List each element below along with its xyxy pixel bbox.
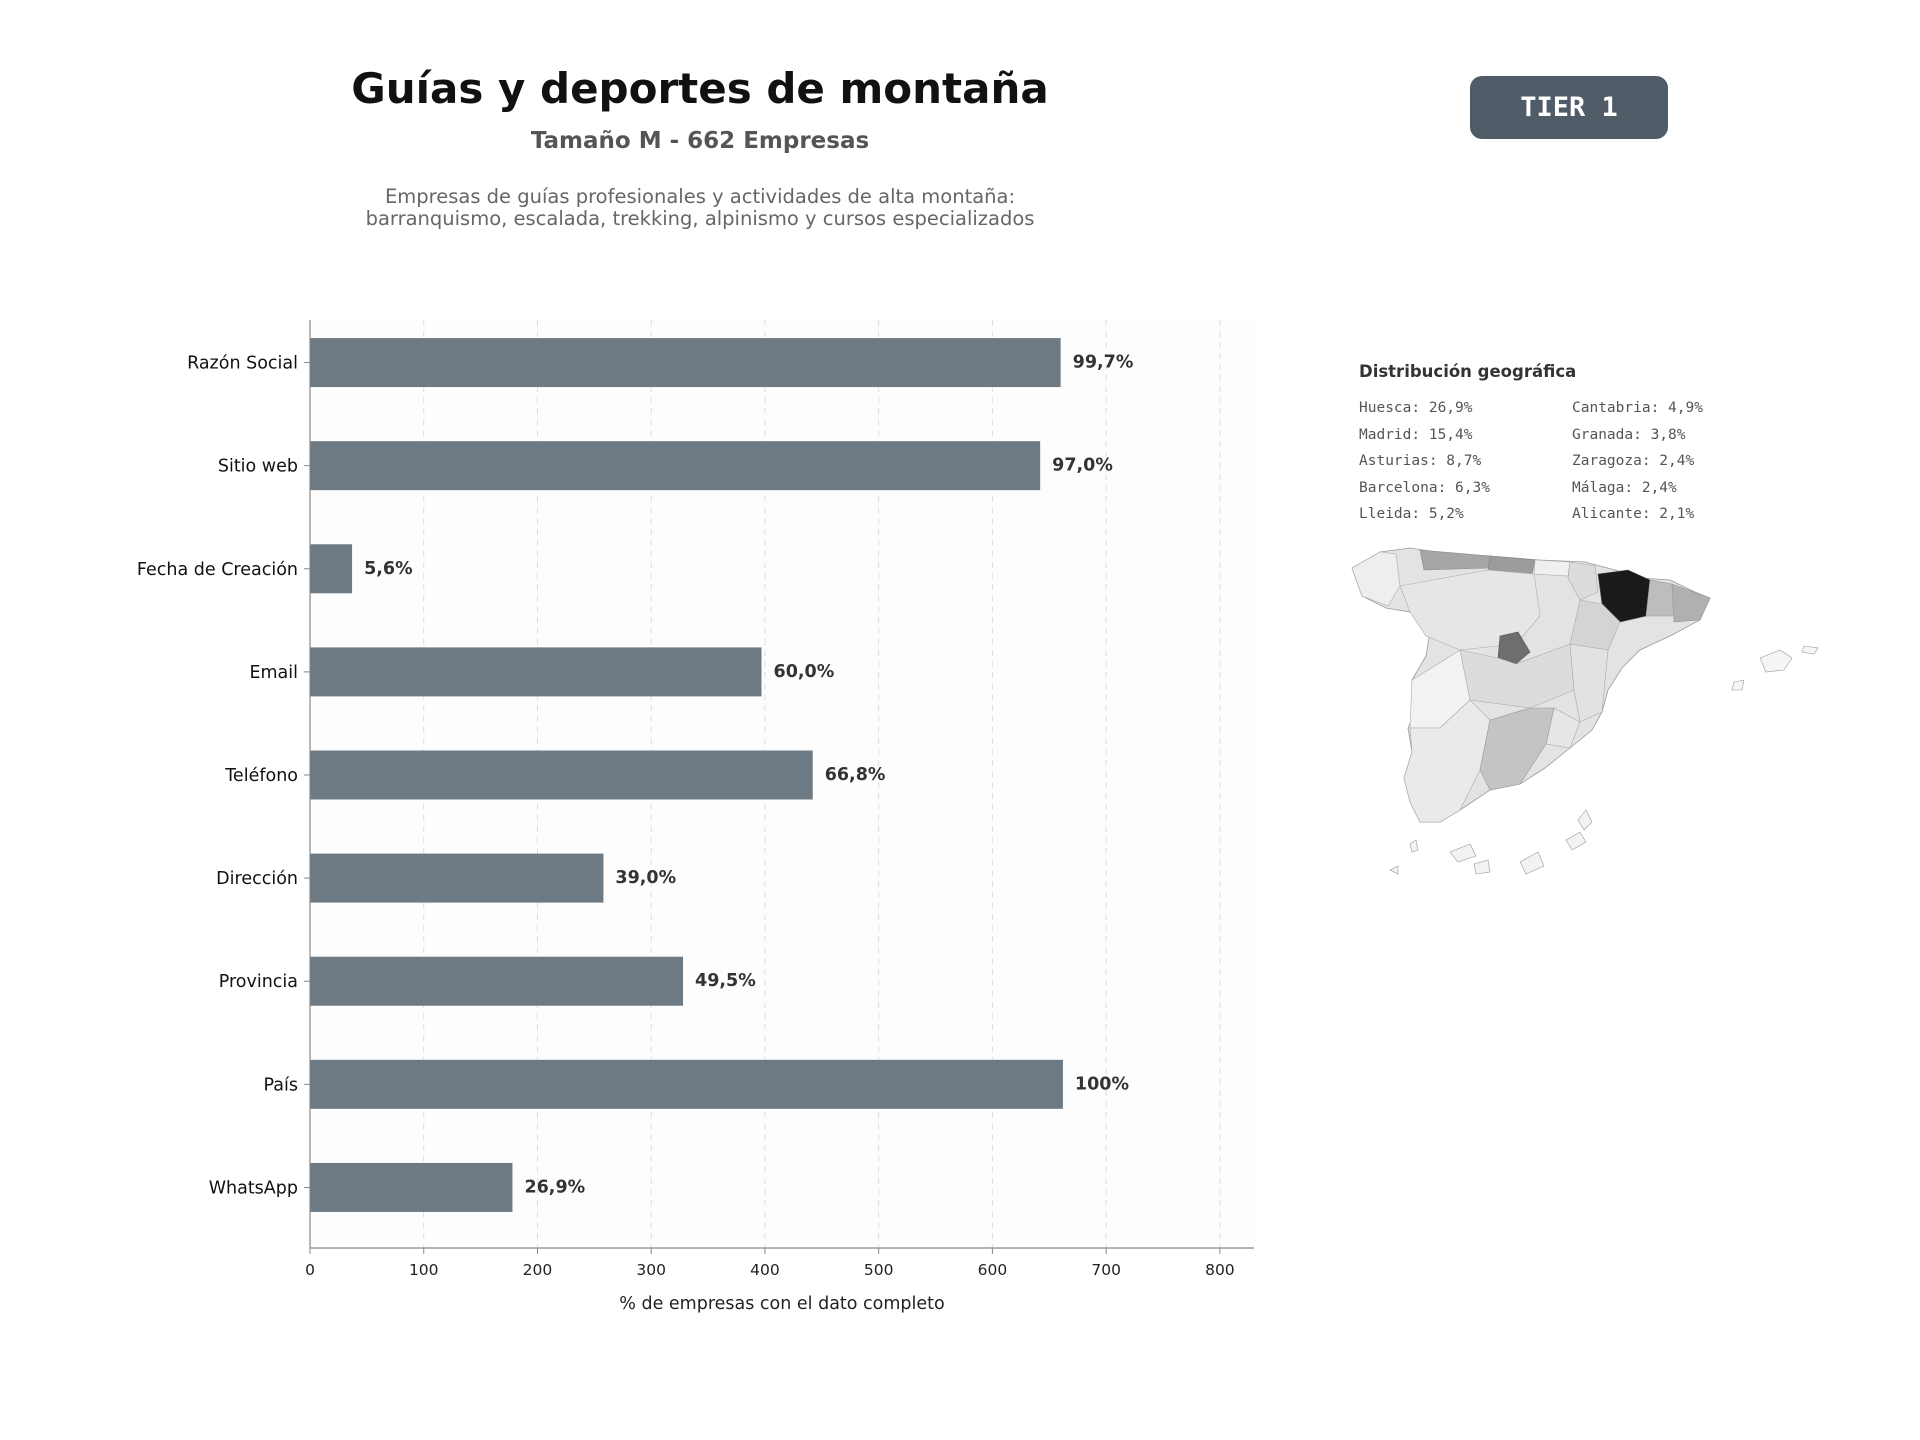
region-valencia [1569,643,1609,723]
geo-item: Madrid: 15,4% [1359,426,1473,443]
category-label: Sitio web [218,457,298,477]
region-canarias [1389,809,1593,875]
bar [310,338,1061,388]
region-menorca [1801,645,1819,655]
category-label: Email [249,663,298,683]
page-subtitle: Tamaño M - 662 Empresas [530,128,870,154]
data-label: 97,0% [1052,456,1113,476]
x-tick-label: 500 [864,1261,894,1279]
x-tick-label: 700 [1091,1261,1121,1279]
x-tick-label: 0 [305,1261,315,1279]
region-galicia [1351,551,1401,607]
x-ticks: 0 100 200 300 400 500 600 700 800 [305,1248,1235,1279]
data-label: 100% [1075,1074,1129,1094]
region-madrid [1497,631,1531,665]
data-label: 26,9% [524,1177,585,1197]
data-label: 99,7% [1073,353,1134,373]
bar [310,750,813,800]
bar [310,544,353,594]
data-labels: 99,7% 97,0% 5,6% 60,0% 66,8% 39,0% 49,5% 100% 26… [364,353,1133,1198]
region-navarra [1567,561,1599,601]
data-label: 39,0% [615,868,676,888]
axes [309,320,1254,1249]
tier-badge: TIER 1 [1470,76,1668,139]
x-tick-label: 100 [409,1261,439,1279]
region-barcelona [1671,583,1711,623]
x-tick-label: 400 [750,1261,780,1279]
region-granada [1479,707,1555,791]
geo-item: Alicante: 2,1% [1572,506,1695,522]
geo-item: Lleida: 5,2% [1359,506,1464,522]
bar [310,956,684,1006]
region-andalucia-west [1403,699,1491,823]
category-label: Provincia [219,972,298,992]
x-tick-label: 300 [636,1261,666,1279]
geo-item: Asturias: 8,7% [1359,453,1482,469]
page-description: Empresas de guías profesionales y activi… [200,186,1200,230]
bar [310,1162,513,1212]
region-lleida [1645,579,1675,617]
category-label: WhatsApp [209,1178,298,1198]
description-line-2: barranquismo, escalada, trekking, alpini… [365,207,1035,230]
data-label: 49,5% [695,971,756,991]
data-label: 60,0% [774,662,835,682]
category-label: Dirección [216,869,298,889]
geo-title: Distribución geográfica [1359,362,1577,381]
geo-list: Huesca: 26,9% Cantabria: 4,9% Madrid: 15… [1359,398,1779,526]
bars [310,338,1063,1212]
geo-item: Granada: 3,8% [1572,426,1686,443]
completeness-bar-chart: 0 100 200 300 400 500 600 700 800 Razón Social Si… [137,320,1254,1314]
geo-item: Huesca: 26,9% [1359,400,1473,416]
category-label: Razón Social [187,354,298,374]
category-labels: Razón Social Sitio web Fecha de Creación Em… [137,354,310,1198]
bar [310,853,604,903]
x-tick-label: 600 [978,1261,1008,1279]
region-baleares [1759,649,1793,673]
bar [310,1059,1063,1109]
spain-choropleth-map [1351,547,1819,875]
geo-item: Barcelona: 6,3% [1359,479,1490,496]
category-label: País [264,1075,298,1095]
x-axis-label: % de empresas con el dato completo [619,1294,944,1314]
region-basque [1533,559,1571,577]
page-title: Guías y deportes de montaña [351,64,1049,113]
geo-item: Cantabria: 4,9% [1572,400,1703,416]
bar [310,647,762,697]
data-label: 66,8% [825,765,886,785]
region-zaragoza [1569,599,1621,651]
geo-item: Málaga: 2,4% [1572,479,1677,496]
data-label: 5,6% [364,559,413,579]
bar [310,441,1041,491]
geo-item: Zaragoza: 2,4% [1572,453,1695,469]
region-ibiza [1731,679,1745,691]
x-tick-label: 800 [1205,1261,1235,1279]
description-line-1: Empresas de guías profesionales y activi… [384,185,1016,208]
x-tick-label: 200 [523,1261,553,1279]
region-asturias [1419,549,1491,571]
category-label: Teléfono [224,766,298,786]
category-label: Fecha de Creación [137,560,298,580]
